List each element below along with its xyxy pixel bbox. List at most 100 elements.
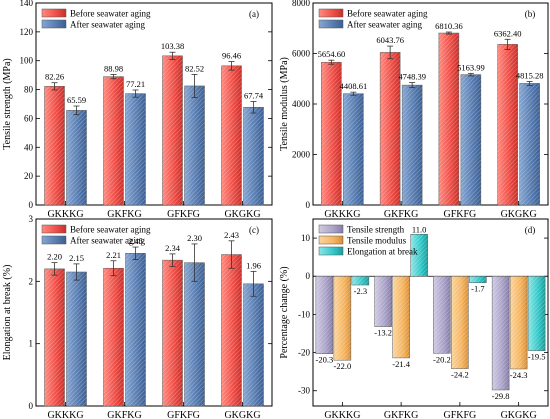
bar-hatch	[438, 33, 459, 206]
bar-hatch	[221, 65, 242, 206]
legend-label: After seawater aging	[347, 20, 422, 30]
y-tick-label: 10	[301, 233, 311, 243]
x-tick-label: GKKKG	[47, 209, 83, 220]
chart-panel-d: -30 -20 -10 0 10 Percentage change (%) GKKKG -2…	[279, 218, 549, 419]
data-label: 2.20	[47, 252, 62, 262]
bar-hatch	[125, 253, 146, 406]
y-tick-label: 0	[306, 200, 311, 210]
data-label: 1.96	[246, 260, 261, 270]
panel-label: (b)	[525, 9, 536, 19]
bar-hatch	[410, 234, 428, 277]
x-tick-label: GKGKG	[501, 410, 537, 419]
legend-swatch	[318, 246, 344, 256]
x-tick-label: GFKFG	[167, 209, 200, 220]
y-tick-label: 8000	[292, 0, 311, 8]
data-label: 5654.60	[318, 49, 346, 59]
chart-panel-c: 0 1 2 3 Elongation at break (%) GKKKG 2.20 2.15…	[2, 214, 273, 419]
legend-label: After seawater aging	[70, 20, 145, 30]
data-label: -20.2	[433, 354, 451, 364]
bar-hatch	[315, 276, 333, 354]
legend-swatch	[318, 8, 344, 18]
chart-panel-a: 0 20 40 60 80 100 120 140 Tensile strength (MPa)…	[2, 0, 273, 220]
data-label: -1.7	[471, 284, 484, 294]
data-label: -20.3	[316, 355, 334, 365]
panel-label: (a)	[249, 9, 259, 19]
bar-hatch	[402, 85, 423, 205]
y-tick-label: 80	[24, 85, 34, 95]
data-label: 2.34	[165, 243, 181, 253]
x-tick-label: GFKFG	[443, 410, 476, 419]
data-label: 103.38	[161, 41, 184, 51]
data-label: 88.98	[104, 63, 123, 73]
y-tick-label: -30	[298, 386, 310, 396]
bar-hatch	[451, 276, 469, 369]
y-tick-label: 6000	[292, 49, 311, 59]
data-label: -19.5	[528, 352, 546, 362]
y-axis-label: Elongation at break (%)	[2, 265, 13, 361]
data-label: 4408.61	[340, 81, 368, 91]
x-tick-label: GKFKG	[107, 209, 141, 220]
x-tick-label: GFKFG	[443, 209, 476, 220]
bar-hatch	[510, 276, 528, 369]
data-label: 2.21	[106, 250, 121, 260]
x-tick-label: GKFKG	[384, 209, 418, 220]
bar-hatch	[374, 276, 392, 327]
bar-hatch	[343, 93, 364, 205]
bar-hatch	[433, 276, 451, 354]
data-label: -21.4	[392, 359, 410, 369]
bar-hatch	[66, 110, 87, 205]
y-tick-label: 0	[29, 401, 34, 411]
data-label: 6810.36	[435, 21, 463, 31]
data-label: 4748.39	[398, 72, 426, 82]
legend-swatch	[318, 235, 344, 245]
legend-label: Elongation at break	[347, 247, 418, 257]
legend-label: Before seawater aging	[347, 9, 428, 19]
x-tick-label: GKGKG	[224, 410, 260, 419]
data-label: -13.2	[374, 328, 392, 338]
legend-label: After seawater aging	[70, 236, 145, 246]
data-label: 96.46	[222, 50, 241, 60]
bar-hatch	[162, 55, 183, 205]
y-tick-label: 120	[20, 27, 34, 37]
bar-hatch	[162, 260, 183, 406]
y-tick-label: 4000	[292, 99, 311, 109]
legend-swatch	[41, 235, 67, 245]
y-axis-label: Tensile modulus (MPa)	[279, 57, 290, 151]
data-label: 2.15	[69, 253, 84, 263]
y-tick-label: 0	[306, 271, 311, 281]
bar-hatch	[243, 107, 264, 205]
y-tick-label: 2000	[292, 150, 311, 160]
bar-hatch	[333, 276, 351, 361]
bar-hatch	[469, 276, 487, 283]
plot-frame	[312, 218, 549, 407]
y-tick-label: -10	[298, 309, 310, 319]
panel-label: (d)	[525, 225, 536, 235]
bar-hatch	[184, 85, 205, 205]
bar-hatch	[103, 76, 124, 206]
bar-hatch	[380, 52, 401, 205]
data-label: 4815.28	[516, 70, 544, 80]
bar-hatch	[125, 93, 146, 205]
bar-hatch	[460, 74, 481, 205]
legend-label: Before seawater aging	[70, 225, 151, 235]
legend-swatch	[41, 224, 67, 234]
legend-swatch	[318, 19, 344, 29]
data-label: 67.74	[244, 90, 264, 100]
data-label: -24.2	[451, 370, 469, 380]
y-tick-label: 20	[24, 171, 34, 181]
y-tick-label: 60	[24, 113, 34, 123]
bar-hatch	[44, 86, 65, 205]
legend-label: Tensile strength	[347, 225, 405, 235]
y-axis-label: Tensile strength (MPa)	[2, 58, 13, 150]
data-label: 2.43	[224, 230, 239, 240]
data-label: 82.52	[185, 63, 204, 73]
x-tick-label: GKKKG	[324, 209, 360, 220]
panel-label: (c)	[249, 225, 259, 235]
data-label: 6362.40	[494, 28, 522, 38]
bar-hatch	[392, 276, 410, 358]
bar-hatch	[243, 283, 264, 406]
x-tick-label: GKGKG	[501, 209, 537, 220]
y-tick-label: 2	[29, 276, 34, 286]
y-tick-label: 140	[20, 0, 34, 8]
x-tick-label: GKGKG	[224, 209, 260, 220]
